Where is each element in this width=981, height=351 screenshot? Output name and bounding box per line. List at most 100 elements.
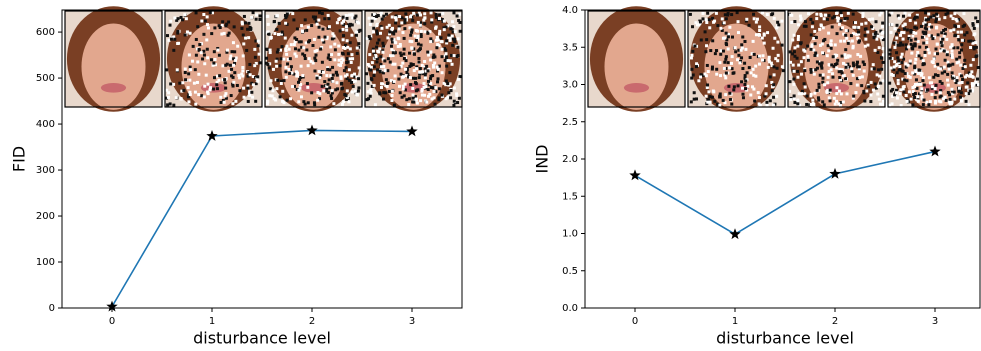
noise xyxy=(427,94,431,98)
noise xyxy=(444,48,448,52)
noise xyxy=(862,89,866,93)
noise xyxy=(257,52,261,56)
noise xyxy=(433,55,437,59)
noise xyxy=(420,87,424,91)
noise xyxy=(796,75,800,79)
noise xyxy=(730,67,734,71)
noise xyxy=(435,69,439,73)
noise xyxy=(758,28,762,32)
noise xyxy=(427,53,431,57)
noise xyxy=(322,70,326,74)
noise xyxy=(955,76,959,80)
noise xyxy=(930,92,934,96)
noise xyxy=(755,17,759,21)
noise xyxy=(203,62,207,66)
noise xyxy=(268,48,272,52)
noise xyxy=(442,26,446,30)
x-tick-label: 0 xyxy=(109,316,115,327)
noise xyxy=(899,55,903,59)
noise xyxy=(388,60,392,64)
noise xyxy=(322,40,326,44)
y-tick-label: 2.5 xyxy=(562,117,578,128)
noise xyxy=(188,65,192,69)
noise xyxy=(448,38,452,42)
noise xyxy=(840,54,844,58)
noise xyxy=(839,19,843,23)
noise xyxy=(266,30,270,34)
noise xyxy=(299,95,303,99)
noise xyxy=(203,19,207,23)
noise xyxy=(224,86,228,90)
noise xyxy=(854,91,858,95)
noise xyxy=(365,72,369,76)
noise xyxy=(372,26,376,30)
noise xyxy=(327,25,331,29)
noise xyxy=(895,23,899,27)
noise xyxy=(962,63,966,67)
noise xyxy=(744,79,748,83)
noise xyxy=(890,102,894,106)
noise xyxy=(878,102,882,106)
noise xyxy=(294,47,298,51)
noise xyxy=(367,16,371,20)
noise xyxy=(398,44,402,48)
noise xyxy=(411,63,415,67)
noise xyxy=(965,31,969,35)
noise xyxy=(765,13,769,17)
noise xyxy=(328,86,332,90)
noise xyxy=(379,62,383,66)
noise xyxy=(724,17,728,21)
noise xyxy=(880,56,884,60)
image-frame xyxy=(164,10,263,108)
noise xyxy=(944,98,948,102)
noise xyxy=(740,46,744,50)
noise xyxy=(869,80,873,84)
noise xyxy=(852,64,856,68)
noise xyxy=(898,43,902,47)
noise xyxy=(186,86,190,90)
noise xyxy=(234,56,238,60)
noise xyxy=(875,73,879,77)
noise xyxy=(204,73,208,77)
noise xyxy=(410,28,414,32)
noise xyxy=(740,43,744,47)
noise xyxy=(449,89,453,93)
noise xyxy=(222,31,226,35)
noise xyxy=(442,19,446,23)
noise xyxy=(231,84,235,88)
noise xyxy=(955,79,959,83)
noise xyxy=(271,67,275,71)
noise xyxy=(942,49,946,53)
noise xyxy=(856,36,860,40)
noise xyxy=(423,93,427,97)
noise xyxy=(391,54,395,58)
noise xyxy=(387,23,391,27)
noise xyxy=(844,77,848,81)
noise xyxy=(350,33,354,37)
noise xyxy=(397,66,401,70)
noise xyxy=(327,17,331,21)
noise xyxy=(354,14,358,18)
noise xyxy=(404,12,408,16)
noise xyxy=(811,98,815,102)
noise xyxy=(342,34,346,38)
noise xyxy=(356,89,360,93)
noise xyxy=(188,31,192,35)
noise xyxy=(888,13,892,17)
noise xyxy=(754,33,758,37)
noise xyxy=(169,37,173,41)
noise xyxy=(188,92,192,96)
noise xyxy=(829,42,833,46)
noise xyxy=(350,90,354,94)
noise xyxy=(392,49,396,53)
noise xyxy=(371,16,375,20)
noise xyxy=(959,63,963,67)
noise xyxy=(940,71,944,75)
noise xyxy=(447,36,451,40)
noise xyxy=(836,19,840,23)
noise xyxy=(927,76,931,80)
noise xyxy=(911,44,915,48)
noise xyxy=(888,81,892,85)
noise xyxy=(780,19,784,23)
noise xyxy=(954,33,958,37)
